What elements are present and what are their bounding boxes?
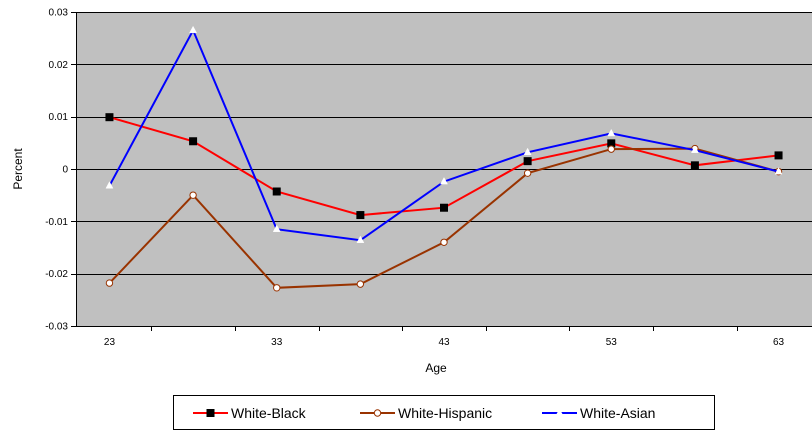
legend-label-white-asian: White-Asian xyxy=(580,405,655,421)
legend-box xyxy=(173,395,715,430)
legend-label-white-black: White-Black xyxy=(231,405,307,421)
legend-marker-white-black xyxy=(206,409,215,417)
data-point-white-black xyxy=(774,151,783,160)
y-tick-label: 0.01 xyxy=(49,112,69,123)
y-tick-label: 0 xyxy=(62,165,68,176)
x-tick-label: 63 xyxy=(773,337,785,348)
data-point-white-asian xyxy=(272,224,281,232)
data-point-white-hispanic xyxy=(273,284,281,292)
data-point-white-asian xyxy=(690,145,699,153)
legend-marker-white-hispanic xyxy=(373,409,382,417)
y-tick-label: -0.02 xyxy=(45,269,68,280)
data-point-white-asian xyxy=(189,25,198,34)
y-tick-label: 0.02 xyxy=(49,60,69,71)
data-point-white-hispanic xyxy=(356,280,365,288)
data-point-white-hispanic xyxy=(105,279,114,287)
data-point-white-asian xyxy=(105,181,114,189)
data-point-white-hispanic xyxy=(607,145,615,153)
data-point-white-black xyxy=(356,211,365,220)
series-white-asian xyxy=(105,25,783,243)
data-point-white-black xyxy=(189,137,198,146)
axes xyxy=(71,12,812,331)
x-axis-title: Age xyxy=(425,361,447,375)
data-point-white-black xyxy=(272,187,281,196)
x-tick-label: 33 xyxy=(271,337,283,348)
y-axis-tick-labels: 0.03 0.02 0.01 0 -0.01 -0.02 -0.03 xyxy=(45,8,68,333)
y-tick-label: -0.01 xyxy=(45,217,68,228)
data-point-white-black xyxy=(440,203,448,212)
series-white-black xyxy=(105,113,783,220)
data-point-white-hispanic xyxy=(189,191,197,199)
data-point-white-hispanic xyxy=(440,238,448,246)
data-point-white-black xyxy=(105,113,114,122)
legend: White-Black White-Hispanic White-Asian xyxy=(173,395,715,430)
data-point-white-black xyxy=(523,157,532,166)
x-tick-label: 53 xyxy=(606,337,618,348)
data-point-white-asian xyxy=(523,147,532,156)
data-point-white-asian xyxy=(440,177,448,185)
y-tick-label: -0.03 xyxy=(45,322,68,333)
data-point-white-hispanic xyxy=(523,169,532,177)
data-point-white-black xyxy=(690,161,699,170)
x-tick-label: 23 xyxy=(104,337,116,348)
series-group xyxy=(105,25,783,292)
data-point-white-asian xyxy=(774,167,783,175)
data-point-white-asian xyxy=(607,128,616,137)
data-point-white-asian xyxy=(356,235,365,243)
y-axis-title: Percent xyxy=(11,148,25,190)
x-axis-tick-labels: 23 33 43 53 63 xyxy=(104,337,785,348)
x-tick-label: 43 xyxy=(438,337,450,348)
legend-marker-white-asian xyxy=(555,408,564,416)
y-tick-label: 0.03 xyxy=(49,8,69,19)
legend-label-white-hispanic: White-Hispanic xyxy=(398,405,492,421)
